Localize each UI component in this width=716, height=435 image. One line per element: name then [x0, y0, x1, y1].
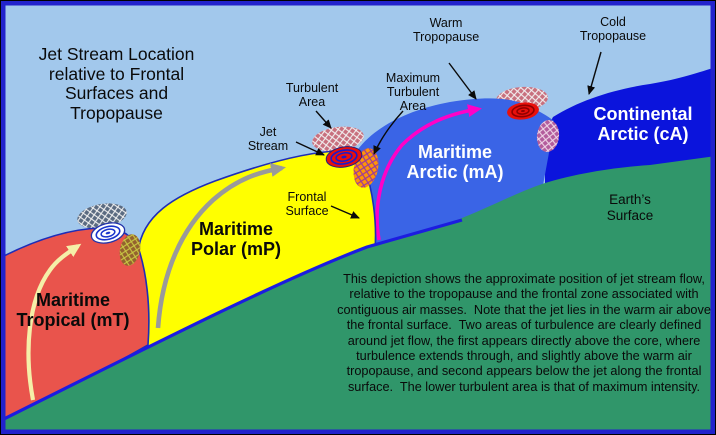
turbulent-area-ma-ca-front [536, 120, 560, 152]
maritime-polar-label: Maritime Polar (mP) [190, 219, 282, 259]
maritime-tropical-region [0, 227, 150, 429]
surface-boundary-line [0, 218, 463, 423]
frontal-surface-label: Frontal Surface [285, 190, 329, 218]
turbulent-area-mt-mp-front [119, 234, 141, 266]
jet-stream-arrow [295, 141, 325, 156]
jet-stream-label: Jet Stream [247, 125, 289, 153]
turbulent-area-label: Turbulent Area [285, 81, 339, 109]
jet-core-ma [507, 102, 539, 120]
frontal-surface-arrow [330, 205, 360, 219]
earth-surface-region [0, 156, 716, 435]
jet-core-mt [90, 222, 126, 244]
description-paragraph: This depiction shows the approximate pos… [337, 272, 715, 394]
jet-flow-arrow-ma [375, 104, 482, 241]
jet-flow-arrow-mt [26, 243, 82, 401]
cold-tropopause-arrow [587, 51, 602, 95]
maximum-turbulent-area-label: Maximum Turbulent Area [385, 71, 441, 113]
jet-flow-arrow-mp [155, 163, 286, 329]
cold-tropopause-label: Cold Tropopause [579, 15, 647, 43]
page-title: Jet Stream Location relative to Frontal … [38, 44, 195, 123]
earths-surface-label: Earth’s Surface [606, 192, 654, 223]
warm-tropopause-arrow [448, 62, 477, 100]
turbulent-area-above-mp [312, 126, 364, 152]
continental-arctic-label: Continental Arctic (cA) [593, 104, 693, 144]
maritime-tropical-label: Maritime Tropical (mT) [16, 290, 130, 330]
turbulent-area-arrow [315, 110, 332, 129]
maximum-turbulent-area-arrow [373, 110, 404, 155]
jet-core-mp [325, 146, 363, 168]
warm-tropopause-label: Warm Tropopause [413, 16, 480, 44]
maritime-arctic-label: Maritime Arctic (mA) [406, 142, 504, 182]
